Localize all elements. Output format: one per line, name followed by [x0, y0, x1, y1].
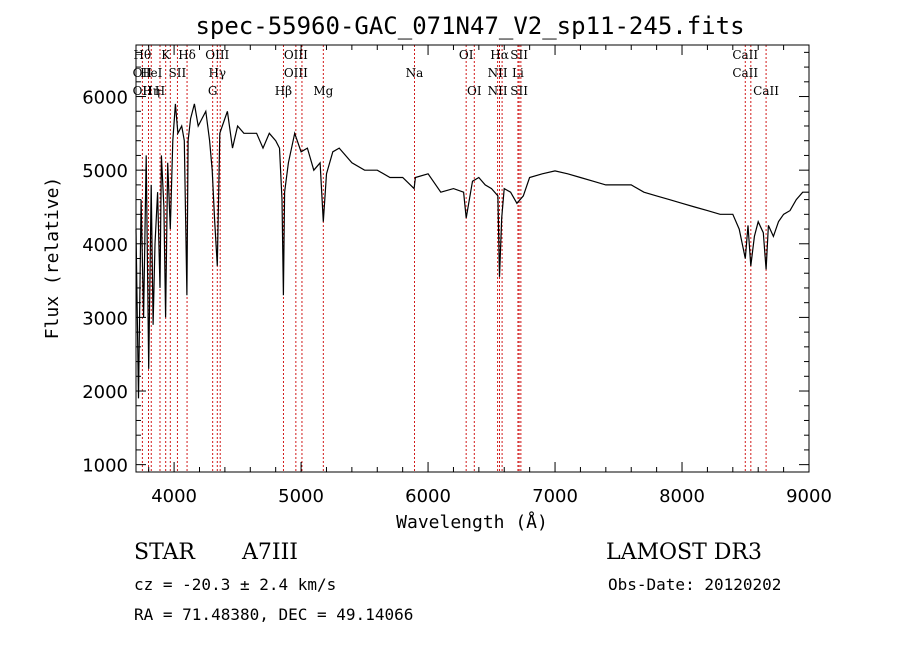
- plot-frame: [135, 44, 810, 473]
- spectral-line-label: OII: [133, 84, 153, 98]
- spectral-line-label: CaII: [732, 48, 758, 62]
- spectral-line-label: OIII: [284, 66, 308, 80]
- spectral-line-label: OIII: [205, 48, 229, 62]
- x-tick-label: 8000: [659, 486, 705, 507]
- chart-title: spec-55960-GAC_071N47_V2_sp11-245.fits: [195, 12, 744, 40]
- spectral-line-label: Hθ: [133, 48, 151, 62]
- survey-name: LAMOST DR3: [606, 540, 762, 565]
- y-tick-label: 5000: [82, 161, 128, 182]
- spectral-line-label: CaII: [732, 66, 758, 80]
- spectral-line-label: Hβ: [275, 84, 292, 98]
- spectral-line-label: OI: [467, 84, 482, 98]
- x-axis-title: Wavelength (Å): [396, 511, 548, 533]
- spectral-line-label: OII: [133, 66, 153, 80]
- spectral-line-label: CaII: [753, 84, 779, 98]
- y-tick-label: 1000: [82, 456, 128, 477]
- spectral-line-label: SII: [510, 48, 528, 62]
- spectral-line-label: G: [208, 84, 218, 98]
- y-axis-ticks: 1000 2000 3000 4000 5000 6000: [82, 51, 809, 477]
- sky-coordinates: RA = 71.48380, DEC = 49.14066: [134, 605, 414, 624]
- y-axis-title: Flux (relative): [42, 177, 63, 340]
- spectral-line-label: Na: [406, 66, 424, 80]
- spectral-subclass: A7III: [242, 540, 298, 565]
- x-tick-label: 6000: [405, 486, 451, 507]
- spectral-line-label: SII: [510, 84, 528, 98]
- spectral-line-label: K: [161, 48, 171, 62]
- y-tick-label: 3000: [82, 308, 128, 329]
- x-tick-label: 5000: [278, 486, 324, 507]
- x-tick-label: 9000: [786, 486, 832, 507]
- spectral-line-label: Hη: [142, 84, 160, 98]
- spectral-line-label: Hα: [490, 48, 509, 62]
- spectral-line-label: SII: [169, 66, 187, 80]
- observation-date: Obs-Date: 20120202: [608, 575, 782, 594]
- y-tick-label: 6000: [82, 88, 128, 109]
- spectrum-line: [135, 103, 809, 399]
- spectral-line-label: NII: [488, 84, 508, 98]
- spectral-line-label: Hδ: [178, 48, 196, 62]
- y-tick-label: 2000: [82, 382, 128, 403]
- spectral-line-label: H: [155, 84, 165, 98]
- spectral-line-markers: [141, 45, 767, 472]
- redshift-velocity: cz = -20.3 ± 2.4 km/s: [134, 575, 337, 594]
- x-tick-label: 7000: [532, 486, 578, 507]
- spectral-line-label: Hγ: [208, 66, 226, 80]
- x-tick-label: 4000: [151, 486, 197, 507]
- y-tick-label: 4000: [82, 235, 128, 256]
- spectral-line-label: OIII: [284, 48, 308, 62]
- spectral-line-label: HeI: [140, 66, 163, 80]
- spectral-line-labels: HθOIIOIIHeIHηHKSIIHδGOIIIHγHβOIIIOIIIMgN…: [133, 48, 780, 98]
- x-axis-ticks: 4000 5000 6000 7000 8000 9000: [148, 45, 832, 507]
- object-class: STAR: [134, 540, 195, 565]
- spectral-line-label: Mg: [313, 84, 333, 98]
- spectral-line-label: Li: [512, 66, 524, 80]
- spectral-line-label: NII: [488, 66, 508, 80]
- spectral-line-label: OI: [459, 48, 474, 62]
